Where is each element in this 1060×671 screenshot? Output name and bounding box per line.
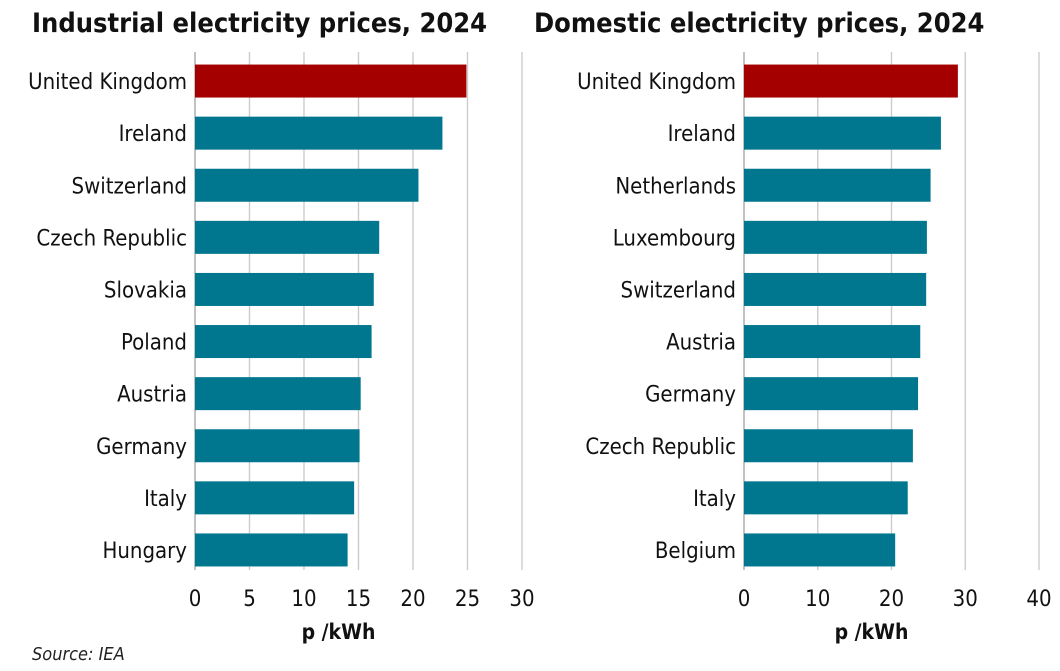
- tick-label: 25: [455, 587, 480, 612]
- tick-label: 0: [738, 587, 751, 612]
- category-label: Switzerland: [621, 278, 736, 303]
- bar-germany: [195, 429, 360, 463]
- tick-label: 10: [291, 587, 316, 612]
- category-label: Italy: [144, 487, 187, 512]
- category-label: United Kingdom: [577, 70, 736, 95]
- category-label: United Kingdom: [28, 70, 187, 95]
- bar-united-kingdom: [744, 64, 958, 98]
- bar-austria: [195, 377, 361, 411]
- category-label: Germany: [645, 383, 736, 408]
- category-label: Slovakia: [104, 278, 187, 303]
- category-label: Netherlands: [615, 174, 736, 199]
- x-axis-title: p /kWh: [302, 620, 376, 644]
- bar-poland: [195, 325, 372, 359]
- tick-label: 5: [243, 587, 256, 612]
- category-label: Czech Republic: [585, 435, 736, 460]
- chart-title: Industrial electricity prices, 2024: [32, 8, 487, 39]
- bar-czech-republic: [195, 220, 380, 254]
- bar-belgium: [744, 533, 896, 567]
- bar-italy: [195, 481, 355, 515]
- bar-netherlands: [744, 168, 931, 202]
- bar-switzerland: [744, 272, 927, 306]
- bar-ireland: [195, 116, 443, 150]
- bar-slovakia: [195, 272, 374, 306]
- category-label: Poland: [121, 331, 187, 356]
- tick-label: 40: [1026, 587, 1051, 612]
- bar-luxembourg: [744, 220, 927, 254]
- category-label: Austria: [666, 331, 736, 356]
- category-label: Italy: [693, 487, 736, 512]
- tick-label: 30: [509, 587, 534, 612]
- category-label: Switzerland: [72, 174, 187, 199]
- tick-label: 0: [189, 587, 202, 612]
- category-label: Hungary: [102, 539, 187, 564]
- bar-united-kingdom: [195, 64, 467, 98]
- source-note: Source: IEA: [32, 644, 125, 665]
- bar-switzerland: [195, 168, 419, 202]
- bar-ireland: [744, 116, 941, 150]
- bar-hungary: [195, 533, 348, 567]
- tick-label: 30: [953, 587, 978, 612]
- domestic-chart: Domestic electricity prices, 2024 United …: [534, 8, 1052, 644]
- bar-austria: [744, 325, 921, 359]
- industrial-chart: Industrial electricity prices, 2024 Unite…: [28, 8, 534, 644]
- bar-germany: [744, 377, 919, 411]
- bar-italy: [744, 481, 908, 515]
- category-label: Belgium: [655, 539, 736, 564]
- category-label: Austria: [117, 383, 187, 408]
- category-label: Czech Republic: [36, 226, 187, 251]
- category-label: Ireland: [668, 122, 736, 147]
- category-label: Luxembourg: [613, 226, 736, 251]
- x-axis-title: p /kWh: [835, 620, 909, 644]
- tick-label: 10: [805, 587, 830, 612]
- tick-label: 15: [346, 587, 371, 612]
- tick-label: 20: [879, 587, 904, 612]
- category-label: Ireland: [119, 122, 187, 147]
- category-label: Germany: [96, 435, 187, 460]
- tick-label: 20: [400, 587, 425, 612]
- bar-czech-republic: [744, 429, 913, 463]
- chart-title: Domestic electricity prices, 2024: [534, 8, 984, 39]
